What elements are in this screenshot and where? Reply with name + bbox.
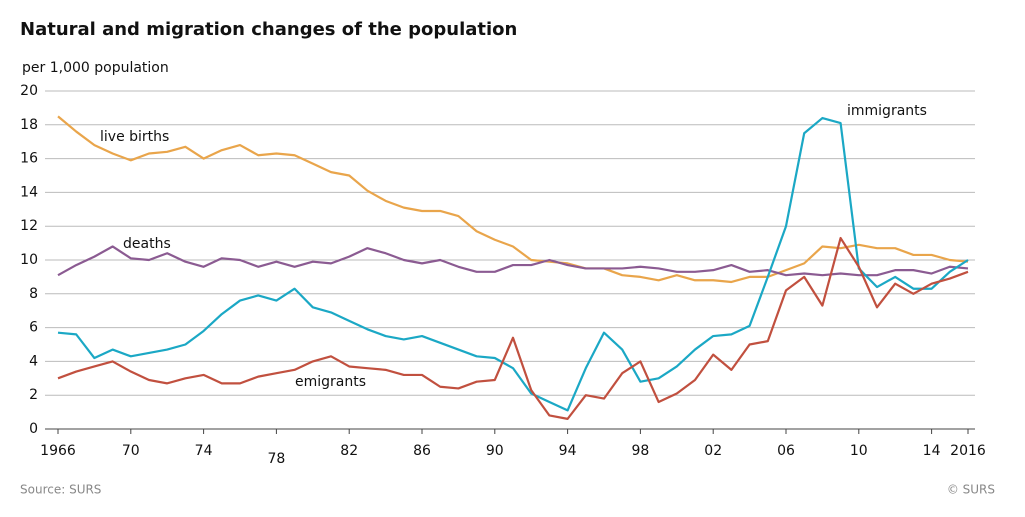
x-tick-label: 10	[850, 443, 868, 459]
x-tick-label: 74	[195, 443, 213, 459]
y-tick-label: 12	[20, 218, 38, 234]
series-line	[57, 116, 969, 412]
credit: © SURS	[947, 483, 995, 497]
y-tick-label: 6	[29, 320, 38, 336]
y-axis-label: per 1,000 population	[22, 60, 169, 76]
y-tick-label: 18	[20, 117, 38, 133]
series-line	[57, 115, 969, 284]
x-tick-label: 82	[340, 443, 358, 459]
x-tick-label: 70	[122, 443, 140, 459]
x-tick-label: 14	[923, 443, 941, 459]
x-tick-label: 78	[267, 451, 285, 467]
series-line	[57, 236, 969, 420]
y-tick-label: 8	[29, 286, 38, 302]
y-tick-label: 2	[29, 387, 38, 403]
x-tick-label: 2016	[950, 443, 986, 459]
y-tick-label: 14	[20, 184, 38, 200]
x-tick-label: 90	[486, 443, 504, 459]
series-label: immigrants	[847, 103, 927, 119]
x-tick-label: 1966	[40, 443, 76, 459]
x-tick-label: 98	[631, 443, 649, 459]
chart-title: Natural and migration changes of the pop…	[20, 19, 517, 40]
x-tick-label: 94	[559, 443, 577, 459]
y-tick-label: 16	[20, 151, 38, 167]
y-tick-label: 20	[20, 83, 38, 99]
series-label: deaths	[123, 236, 171, 252]
y-tick-label: 0	[29, 421, 38, 437]
source: Source: SURS	[20, 483, 101, 497]
x-tick-label: 86	[413, 443, 431, 459]
series-line	[57, 245, 969, 277]
y-tick-label: 10	[20, 252, 38, 268]
x-tick-label: 06	[777, 443, 795, 459]
series-label: live births	[100, 129, 169, 145]
y-tick-label: 4	[29, 353, 38, 369]
series-label: emigrants	[295, 374, 366, 390]
x-tick-label: 02	[704, 443, 722, 459]
